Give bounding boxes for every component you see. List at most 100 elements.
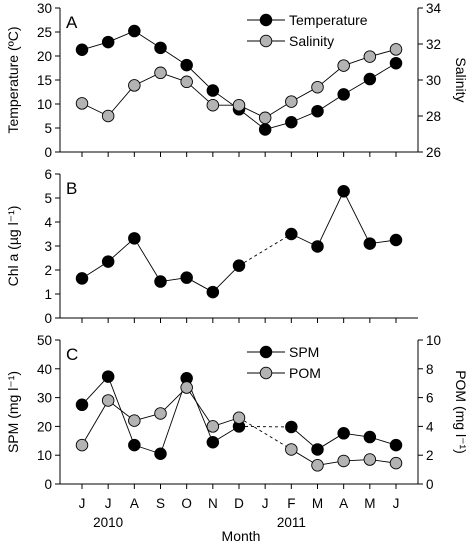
temperature-point xyxy=(206,84,220,97)
series-line-segment xyxy=(343,191,371,244)
series-dashed-segment xyxy=(238,417,292,450)
temperature-point xyxy=(180,58,193,72)
series-line-segment xyxy=(133,238,161,282)
pom-point xyxy=(311,459,324,472)
data-point xyxy=(75,272,89,285)
left-axis-title: Chl a (µg l⁻¹) xyxy=(5,206,21,287)
legend-marker xyxy=(259,345,273,359)
left-tick-label: 6 xyxy=(44,167,52,182)
panel-a: 0 5 10 15 20 25 30 26 28 30 32 34 Temperature (ºC) Sa… xyxy=(5,1,469,160)
data-point xyxy=(363,237,377,250)
legend-marker xyxy=(259,366,273,380)
left-tick-label: 40 xyxy=(37,362,52,377)
spm-point xyxy=(154,447,167,461)
temperature-point xyxy=(258,123,272,136)
right-tick-label: 34 xyxy=(426,1,442,16)
left-tick-label: 25 xyxy=(37,25,52,40)
pom-point xyxy=(101,394,115,407)
spm-point xyxy=(128,438,141,452)
left-tick-label: 3 xyxy=(44,239,52,254)
x-tick-label: F xyxy=(287,496,295,511)
year-label: 2010 xyxy=(93,515,123,530)
left-tick-label: 0 xyxy=(44,145,52,160)
pom-point xyxy=(389,456,403,470)
data-point xyxy=(154,275,167,288)
salinity-point xyxy=(75,97,89,110)
temperature-point xyxy=(389,56,403,70)
spm-point xyxy=(285,420,298,434)
series-line-segment xyxy=(317,191,345,247)
left-axis-title: Temperature (ºC) xyxy=(5,26,21,133)
legend-label: Temperature xyxy=(289,12,368,28)
data-point xyxy=(389,233,403,247)
salinity-point xyxy=(258,111,272,125)
left-tick-label: 30 xyxy=(37,391,52,406)
panel-letter: A xyxy=(66,13,78,32)
spm-point xyxy=(206,435,220,449)
data-point xyxy=(101,255,115,268)
left-tick-label: 10 xyxy=(37,448,52,463)
temperature-point xyxy=(101,35,115,49)
temperature-point xyxy=(363,72,377,86)
x-tick-label: S xyxy=(156,496,165,511)
salinity-point xyxy=(232,98,246,112)
x-tick-label: M xyxy=(312,496,323,511)
x-tick-label: J xyxy=(262,496,269,511)
data-point xyxy=(128,232,141,245)
data-point xyxy=(232,259,246,272)
temperature-point xyxy=(154,41,167,55)
right-axis-title: Salinity xyxy=(453,57,469,102)
legend-label: SPM xyxy=(289,344,319,360)
salinity-point xyxy=(389,43,403,56)
salinity-point xyxy=(285,95,298,108)
salinity-point xyxy=(363,50,377,63)
left-tick-label: 20 xyxy=(37,49,52,64)
right-axis-title: POM (mg l⁻¹) xyxy=(453,370,469,454)
x-tick-label: A xyxy=(130,496,139,511)
data-point xyxy=(311,240,324,253)
data-point xyxy=(206,285,220,299)
pom-point xyxy=(128,414,141,427)
series-line-segment xyxy=(81,376,109,406)
pom-point xyxy=(206,420,220,433)
salinity-point xyxy=(128,79,141,92)
temperature-point xyxy=(311,104,324,118)
temperature-point xyxy=(285,115,298,129)
x-tick-label: J xyxy=(79,496,86,511)
pom-point xyxy=(285,443,298,456)
data-point xyxy=(337,185,350,198)
series-dashed-segment xyxy=(238,425,292,428)
left-tick-label: 50 xyxy=(37,333,52,348)
salinity-point xyxy=(206,98,220,112)
pom-point xyxy=(363,453,377,466)
left-axis-title: SPM (mg l⁻¹) xyxy=(5,371,21,453)
left-tick-label: 5 xyxy=(44,121,52,136)
left-tick-label: 30 xyxy=(37,1,52,16)
left-tick-label: 0 xyxy=(44,311,52,326)
left-tick-label: 20 xyxy=(37,419,52,434)
panel-b: 0 1 2 3 4 5 6 Chl a (µg l⁻¹) B xyxy=(5,167,418,326)
spm-point xyxy=(337,427,350,440)
panel-letter: B xyxy=(66,179,77,198)
left-tick-label: 5 xyxy=(44,191,52,206)
temperature-point xyxy=(75,43,89,57)
x-tick-label: J xyxy=(105,496,112,511)
spm-point xyxy=(363,430,377,444)
pom-point xyxy=(75,438,89,452)
legend-marker xyxy=(259,13,273,27)
left-tick-label: 2 xyxy=(44,263,52,278)
pom-point xyxy=(232,411,246,425)
left-tick-label: 15 xyxy=(37,73,52,88)
x-tick-label: M xyxy=(364,496,375,511)
x-tick-label: A xyxy=(339,496,348,511)
data-point xyxy=(285,227,298,241)
left-tick-label: 0 xyxy=(44,477,52,492)
x-axis-title: Month xyxy=(222,528,261,544)
left-tick-label: 10 xyxy=(37,97,52,112)
spm-point xyxy=(75,398,89,412)
series-line-segment xyxy=(81,400,109,446)
salinity-point xyxy=(311,80,324,94)
right-tick-label: 32 xyxy=(426,37,441,52)
right-tick-label: 4 xyxy=(426,419,434,434)
right-tick-label: 0 xyxy=(426,477,434,492)
